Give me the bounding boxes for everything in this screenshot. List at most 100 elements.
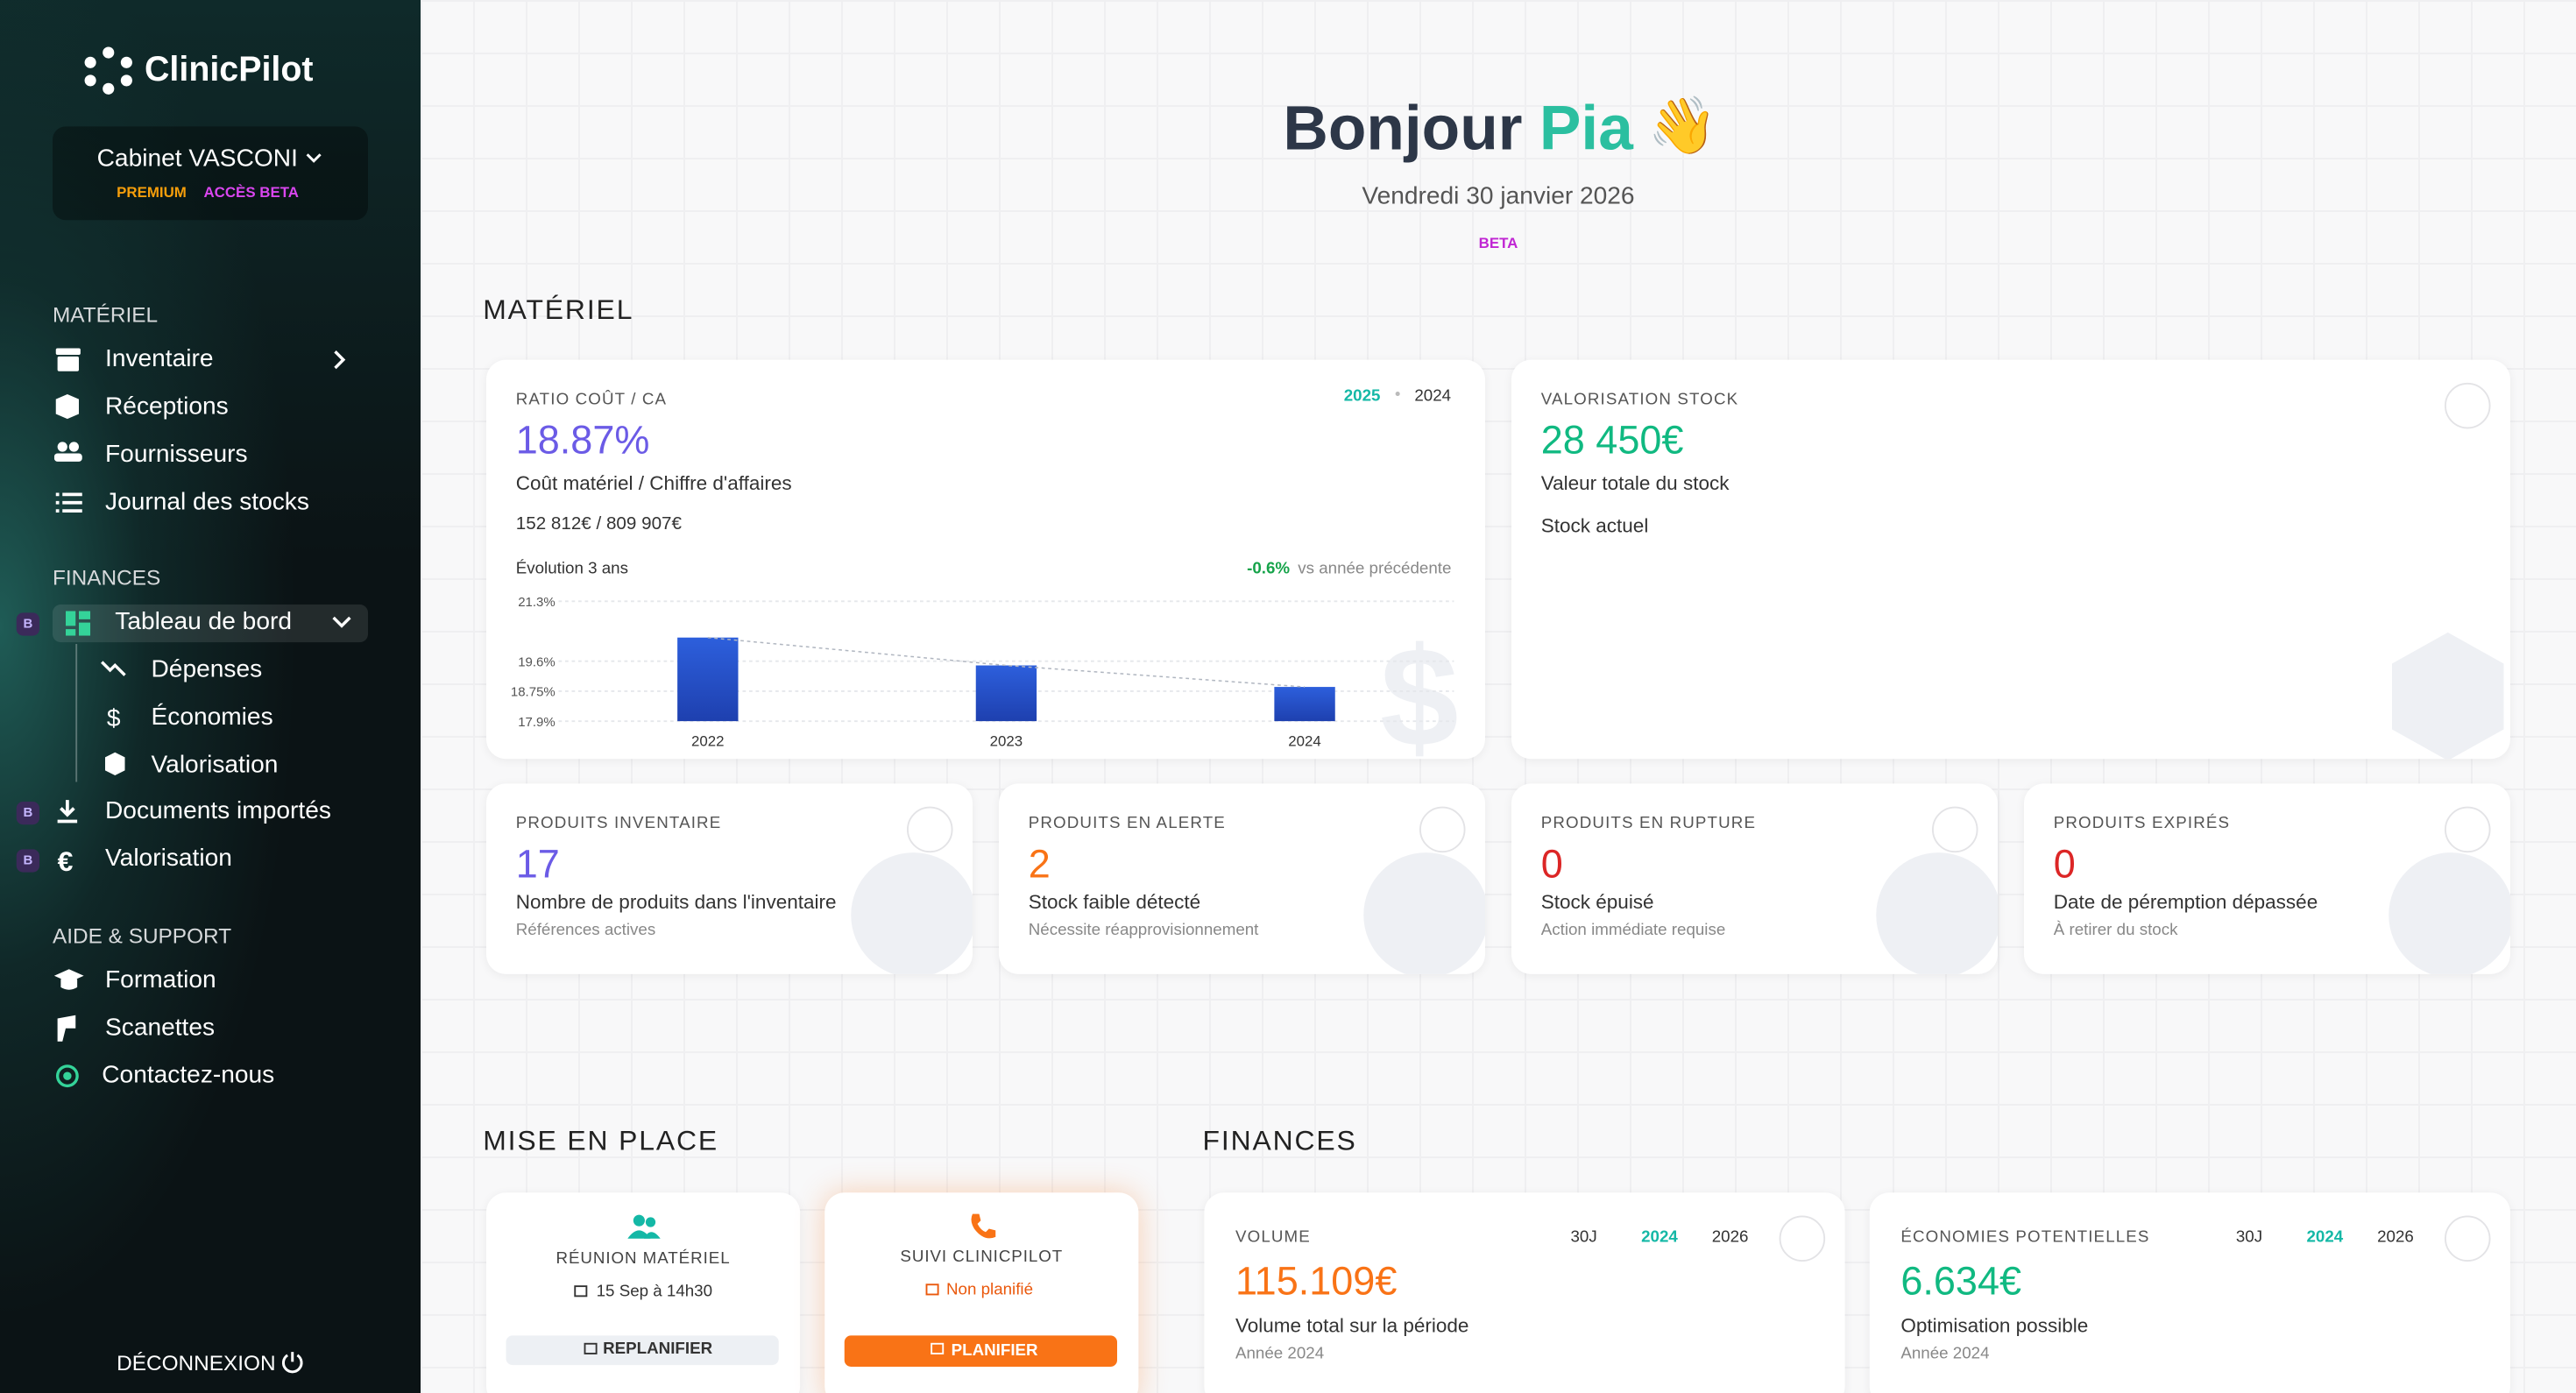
workspace-selector[interactable] [53,126,368,221]
open-button[interactable] [2445,806,2491,853]
kpi-card [2024,783,2510,974]
kpi-card [999,783,1485,974]
replan-button[interactable] [506,1335,779,1366]
sub-icons: $ [101,661,126,775]
setup-status: Non planifié [946,1281,1034,1300]
kpi-card [486,783,973,974]
sidebar: ClinicPilot Cabinet VASCONI PREMIUM ACCÈ… [0,0,421,1393]
open-button[interactable] [1932,806,1978,853]
logo [84,46,132,95]
nav-subitem[interactable]: Valorisation [151,750,279,779]
chevron [306,153,322,163]
finance-card [1869,1192,2510,1393]
nav-subitem[interactable]: Dépenses [151,655,263,683]
section-title: MATÉRIEL [53,302,159,328]
open-button[interactable] [1419,806,1466,853]
card-value: 17 [515,842,560,887]
nav-item[interactable]: Valorisation [105,844,232,873]
open-button[interactable] [1779,1215,1826,1262]
logout-icon [281,1352,303,1374]
nav-item[interactable]: Inventaire [105,344,214,373]
y-tick-label: 18.75% [511,685,556,700]
mini-bar-chart: 21.3% 19.6% 18.75% 17.9% 2022 2023 2024 [511,595,1454,749]
card-sub: À retirer du stock [2053,921,2178,940]
card-value: 18.87% [515,419,650,463]
y-tick-label: 17.9% [518,715,556,730]
watermark: $ [1380,623,1459,760]
section-title: FINANCES [1202,1125,1357,1156]
nav-item[interactable]: Contactez-nous [102,1061,275,1090]
plan-button[interactable] [844,1335,1117,1367]
year-tab[interactable]: 2025 [1343,387,1381,407]
chevron [334,350,346,370]
card-value: 28 450€ [1540,419,1684,463]
button-label: PLANIFIER [951,1341,1038,1361]
bar [975,665,1037,722]
nav-item[interactable]: Tableau de bord [115,607,292,636]
period-tab[interactable]: 2026 [2377,1228,2414,1248]
card-description: Date de péremption dépassée [2053,890,2318,914]
y-tick-label: 19.6% [518,654,556,669]
watermark [2388,852,2510,974]
trend-line [707,636,1306,688]
card-description: Stock épuisé [1540,890,1654,914]
svg-text:$: $ [1380,623,1459,760]
card-sub: Références actives [515,921,656,940]
card-detail: Stock actuel [1540,513,1649,538]
stock-card [1511,359,2510,760]
nav-item[interactable]: Journal des stocks [105,487,309,516]
period-tab[interactable]: 30J [1570,1228,1597,1248]
card-description: Coût matériel / Chiffre d'affaires [515,471,792,495]
nav-subitem[interactable]: Économies [151,703,273,732]
card-sub: Nécessite réapprovisionnement [1028,921,1259,940]
nav-item[interactable]: Réceptions [105,392,229,421]
card-description: Nombre de produits dans l'inventaire [515,890,837,914]
beta-marker: B [16,612,39,636]
nav-item[interactable]: Fournisseurs [105,440,248,469]
brand: ClinicPilot [145,51,314,89]
period-tab[interactable]: 2024 [2306,1228,2344,1248]
section-title: MISE EN PLACE [483,1125,719,1156]
period-tab[interactable]: 2026 [1711,1228,1749,1248]
setup-title: RÉUNION MATÉRIEL [556,1249,731,1269]
open-button[interactable] [2445,382,2491,429]
period-tab[interactable]: 30J [2235,1228,2263,1248]
nav-item[interactable]: Formation [105,965,216,994]
active-item[interactable] [53,605,368,643]
tree-line [75,644,78,782]
badge: ACCÈS BETA [203,184,299,201]
open-button[interactable] [2445,1215,2491,1262]
section-title: MATÉRIEL [483,293,634,326]
card-value: 6.634€ [1900,1260,2022,1305]
open-button[interactable] [907,806,953,853]
setup-status: 15 Sep à 14h30 [596,1283,713,1301]
nav-icons [53,348,82,513]
workspace-name: Cabinet VASCONI [96,145,298,173]
card-value: 115.109€ [1235,1260,1398,1305]
card-description: Valeur totale du stock [1540,471,1730,495]
card-label: VALORISATION STOCK [1540,391,1739,409]
nav-item[interactable]: Documents importés [105,796,331,825]
card-description: Volume total sur la période [1235,1314,1469,1338]
card-label: PRODUITS EN ALERTE [1028,815,1226,833]
svg-text:€: € [58,845,74,874]
chart-caption: Évolution 3 ans [515,560,628,578]
bar [1274,687,1335,722]
x-tick-label: 2024 [1288,732,1321,749]
card-value: 2 [1028,842,1051,887]
finance-card [1204,1192,1845,1393]
delta: -0.6% [1247,560,1291,578]
watermark [1876,852,1998,974]
logout[interactable]: DÉCONNEXION [117,1350,276,1375]
card-description: Optimisation possible [1900,1314,2089,1338]
x-tick-label: 2023 [990,732,1023,749]
beta-badge: BETA [1478,235,1518,251]
period-tab[interactable]: 2024 [1641,1228,1678,1248]
year-tab[interactable]: 2024 [1414,387,1452,407]
delta-text: vs année précédente [1298,560,1452,578]
chevron [332,616,351,628]
nav-icons [53,969,84,1088]
nav-item[interactable]: Scanettes [105,1013,216,1042]
